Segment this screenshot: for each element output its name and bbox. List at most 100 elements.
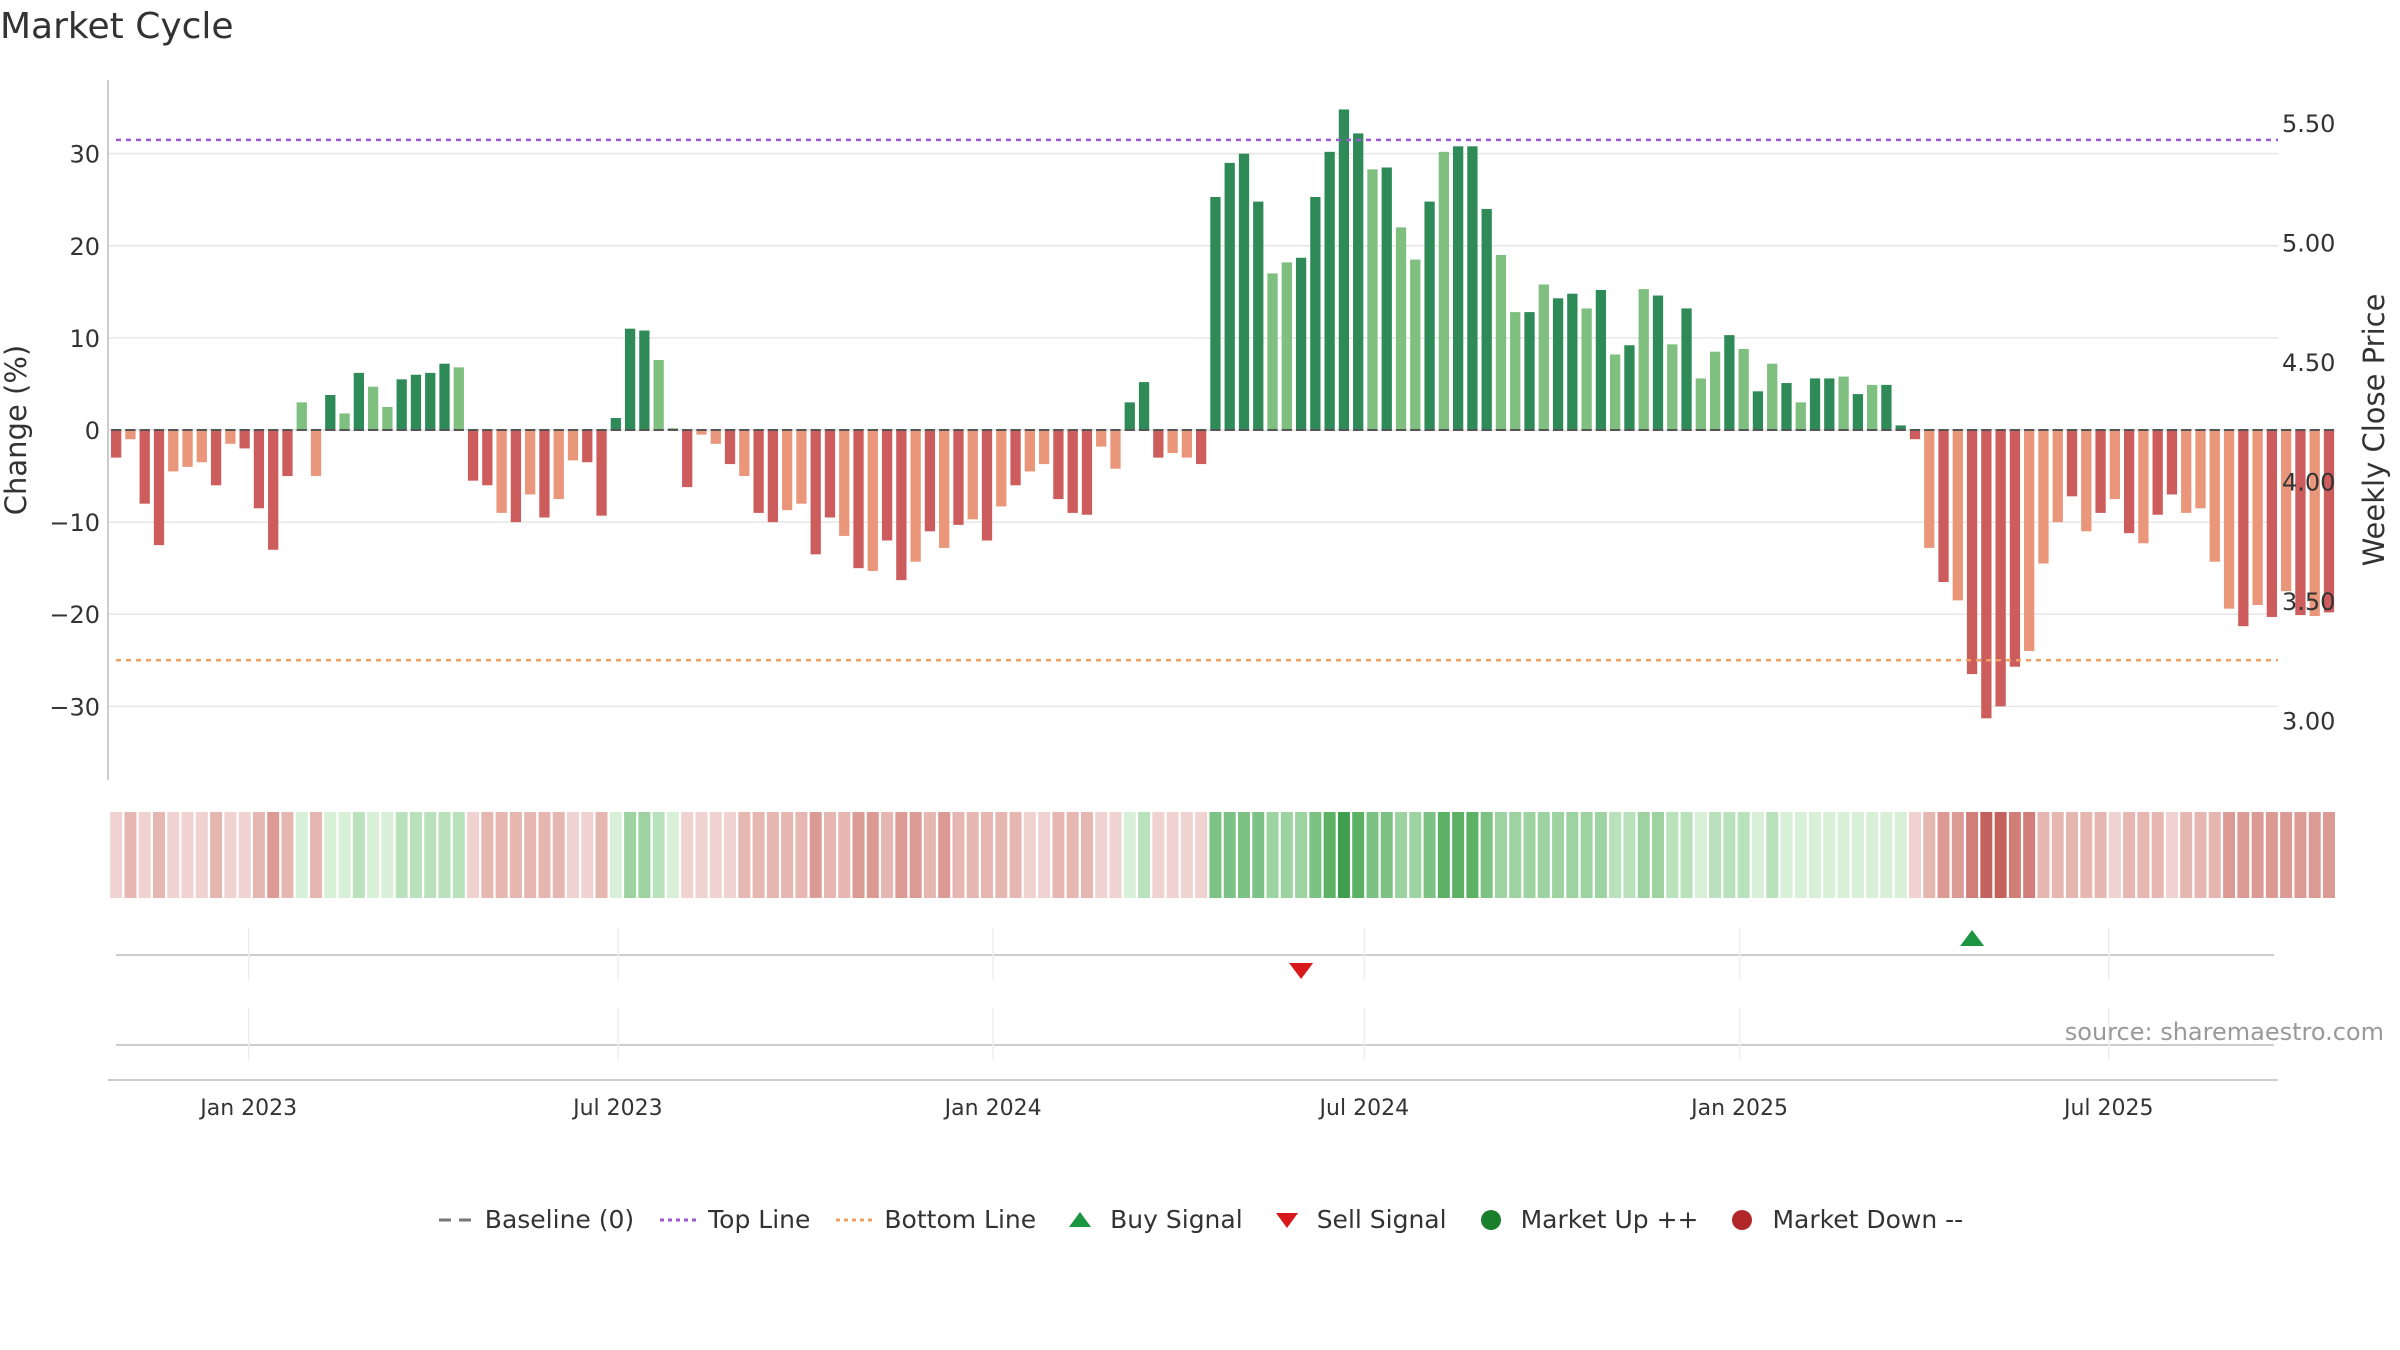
circle-icon — [1480, 1209, 1501, 1230]
legend-label: Top Line — [708, 1205, 811, 1234]
heatmap-cell — [1180, 812, 1193, 898]
bar — [1238, 153, 1250, 430]
bar — [1924, 430, 1935, 548]
heatmap-cell — [795, 812, 808, 898]
bar — [553, 430, 564, 500]
heatmap-cell — [1209, 812, 1222, 898]
heatmap-cell — [2008, 812, 2021, 898]
x-tick-label: Jul 2023 — [571, 1096, 663, 1121]
heatmap-cell — [181, 812, 194, 898]
heatmap-cell — [852, 812, 865, 898]
bar — [2323, 430, 2335, 613]
bar — [482, 430, 493, 486]
bar — [396, 379, 407, 430]
bar — [953, 430, 964, 525]
bar — [410, 374, 422, 430]
bar — [910, 430, 921, 562]
bar — [1838, 376, 1849, 430]
heatmap-cell — [1594, 812, 1607, 898]
heatmap-cell — [2165, 812, 2178, 898]
bar — [1295, 257, 1307, 430]
heatmap-cell — [1751, 812, 1764, 898]
bar — [1981, 430, 1992, 719]
bar — [2066, 430, 2078, 497]
bar — [425, 372, 436, 430]
heatmap-cell — [738, 812, 751, 898]
bar — [1952, 430, 1963, 601]
bar — [610, 418, 621, 430]
bar — [2152, 430, 2163, 515]
heatmap-cell — [152, 812, 165, 898]
bar — [653, 360, 664, 430]
heatmap-cell — [210, 812, 223, 898]
heatmap-cell — [509, 812, 522, 898]
heatmap-cell — [1352, 812, 1365, 898]
heatmap-cell — [1494, 812, 1507, 898]
bar — [1681, 308, 1692, 430]
bar — [1438, 151, 1449, 430]
y-tick-label: −10 — [49, 509, 100, 537]
heatmap-cell — [324, 812, 337, 898]
heatmap-cell — [2308, 812, 2321, 898]
heatmap-cell — [1552, 812, 1565, 898]
bar — [1353, 133, 1364, 430]
heatmap-cell — [1880, 812, 1893, 898]
heatmap-cell — [424, 812, 437, 898]
y2-tick-label: 5.50 — [2282, 110, 2335, 138]
bar — [1524, 312, 1535, 430]
legend-item: Bottom Line — [836, 1205, 1036, 1234]
heatmap-cell — [995, 812, 1008, 898]
bar — [439, 363, 450, 430]
bar — [1495, 255, 1507, 430]
bar — [767, 430, 779, 523]
bar — [810, 430, 821, 555]
y2-tick-label: 5.00 — [2282, 229, 2335, 257]
bar — [182, 430, 193, 467]
bar — [1909, 430, 1921, 440]
bar — [1695, 378, 1706, 430]
bar — [824, 430, 836, 518]
heatmap-cell — [1680, 812, 1693, 898]
bar — [753, 430, 764, 513]
heatmap-cell — [1509, 812, 1522, 898]
bar — [1895, 425, 1906, 430]
bar — [310, 430, 322, 477]
heatmap-cell — [1894, 812, 1907, 898]
heatmap-cell — [1466, 812, 1479, 898]
page-title: Market Cycle — [0, 6, 234, 47]
heatmap-cell — [1794, 812, 1807, 898]
heatmap-cell — [766, 812, 779, 898]
heatmap-cell — [538, 812, 551, 898]
bar — [2209, 430, 2220, 562]
bar — [111, 430, 122, 458]
heatmap-cell — [395, 812, 408, 898]
legend-item: Market Up ++ — [1473, 1205, 1698, 1234]
legend-label: Baseline (0) — [484, 1205, 635, 1234]
heatmap-cell — [2251, 812, 2264, 898]
bar — [2052, 430, 2063, 523]
bar — [1067, 430, 1078, 513]
bottom-panel — [108, 1008, 2278, 1081]
bar — [1781, 383, 1792, 430]
bar — [596, 430, 607, 516]
heatmap-cell — [1395, 812, 1408, 898]
heatmap-cell — [310, 812, 323, 898]
bar — [896, 430, 907, 581]
heatmap-cell — [195, 812, 208, 898]
y-tick-label: 10 — [69, 325, 100, 353]
heatmap-cell — [367, 812, 380, 898]
heatmap-cell — [124, 812, 137, 898]
heatmap-cell — [595, 812, 608, 898]
heatmap-cell — [909, 812, 922, 898]
heatmap-cell — [666, 812, 679, 898]
bar — [881, 430, 893, 541]
heatmap-cell — [638, 812, 651, 898]
heatmap-cell — [2080, 812, 2093, 898]
heatmap-cell — [1366, 812, 1379, 898]
heatmap-cell — [281, 812, 294, 898]
bar — [196, 430, 207, 463]
bar — [996, 430, 1007, 507]
bar — [1096, 430, 1107, 447]
heatmap-cell — [938, 812, 951, 898]
